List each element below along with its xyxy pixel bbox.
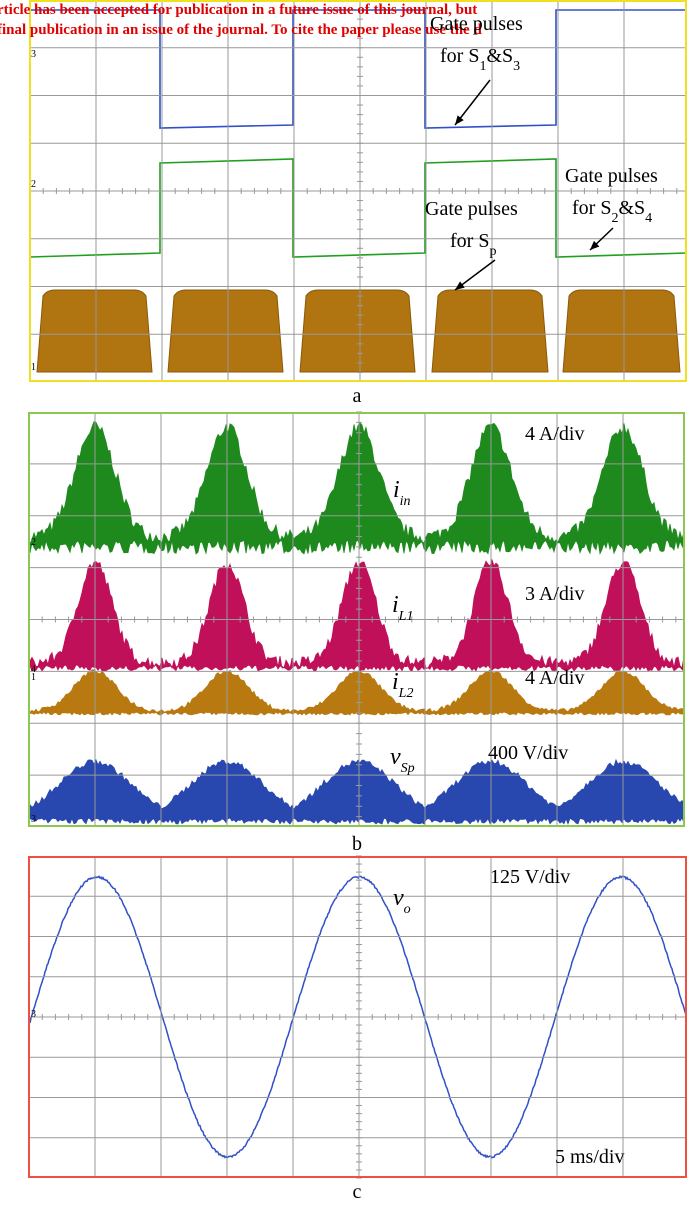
annotation-run: 125 V/div xyxy=(490,866,570,888)
annotation-run: v xyxy=(393,885,404,911)
channel-marker: 1 xyxy=(31,362,36,373)
pulse xyxy=(37,290,152,372)
channel-marker: 3 xyxy=(31,814,36,825)
channel-marker: 2 xyxy=(31,179,36,190)
annotation-run: 4 A/div xyxy=(525,667,584,689)
annotation-run: 400 V/div xyxy=(488,742,568,764)
annotation: 5 ms/div xyxy=(555,1146,624,1168)
annotation-run: i xyxy=(392,592,399,618)
annotation-run: Gate pulses xyxy=(565,165,658,187)
pulse xyxy=(168,290,283,372)
caption: b xyxy=(352,833,362,855)
pulse xyxy=(300,290,415,372)
annotation-run: for S xyxy=(440,45,479,67)
pulse xyxy=(432,290,548,372)
annotation-run: for S xyxy=(572,197,611,219)
annotation-run: p xyxy=(489,244,496,259)
channel-marker: 3 xyxy=(31,49,36,60)
annotation-run: 4 xyxy=(645,211,652,226)
annotation-run: 2 xyxy=(611,211,618,226)
annotation-run: i xyxy=(392,669,399,695)
annotation: Gate pulses xyxy=(430,13,523,35)
annotation: 400 V/div xyxy=(488,742,568,764)
channel-marker: 1 xyxy=(31,672,36,683)
annotation-run: v xyxy=(390,744,401,770)
caption: a xyxy=(353,385,362,407)
annotation-run: o xyxy=(404,902,411,917)
annotation-run: Gate pulses xyxy=(430,13,523,35)
watermark: final publication in an issue of the jou… xyxy=(0,22,482,38)
annotation: 4 A/div xyxy=(525,667,584,689)
annotation: 125 V/div xyxy=(490,866,570,888)
annotation-run: 4 A/div xyxy=(525,423,584,445)
channel-marker: 2 xyxy=(31,537,36,548)
channel-marker: 3 xyxy=(31,1009,36,1020)
annotation-run: 5 ms/div xyxy=(555,1146,624,1168)
annotation-run: in xyxy=(400,494,411,509)
annotation-run: L2 xyxy=(398,686,414,701)
annotation: Gate pulses xyxy=(425,198,518,220)
annotation: 4 A/div xyxy=(525,423,584,445)
annotation-run: 3 xyxy=(513,59,520,74)
annotation-run: 1 xyxy=(479,59,486,74)
annotation-run: for S xyxy=(450,230,489,252)
annotation: Gate pulses xyxy=(565,165,658,187)
annotation-run: &S xyxy=(618,197,645,219)
caption: c xyxy=(353,1181,362,1203)
annotation: 3 A/div xyxy=(525,583,584,605)
annotation-run: 3 A/div xyxy=(525,583,584,605)
annotation-run: &S xyxy=(486,45,513,67)
annotation-run: Gate pulses xyxy=(425,198,518,220)
figure: rticle has been accepted for publication… xyxy=(0,0,687,1205)
annotation-run: L1 xyxy=(398,609,414,624)
annotation-run: Sp xyxy=(401,761,415,776)
pulse xyxy=(563,290,680,372)
watermark: rticle has been accepted for publication… xyxy=(0,2,477,18)
annotation-run: i xyxy=(393,477,400,503)
